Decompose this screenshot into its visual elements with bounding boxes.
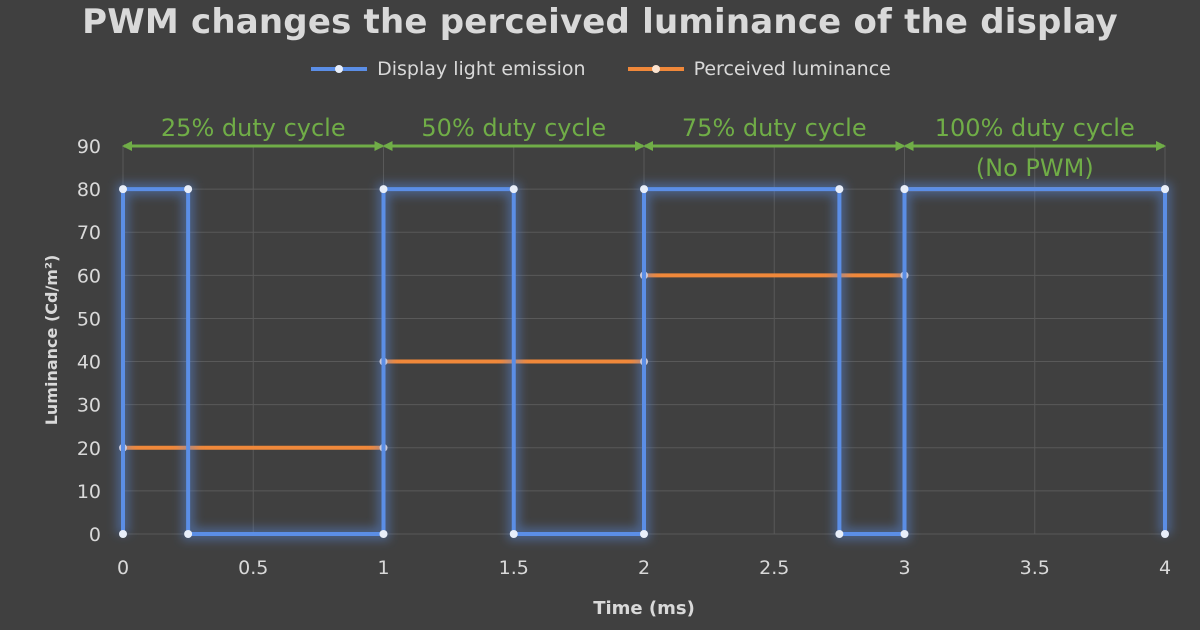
- y-tick-label: 70: [77, 222, 101, 244]
- y-tick-label: 20: [77, 438, 101, 460]
- series-emission-point: [509, 530, 518, 538]
- series-emission-point: [379, 530, 388, 538]
- duty-cycle-label: 75% duty cycle: [682, 114, 867, 142]
- duty-cycle-label: 100% duty cycle: [935, 114, 1135, 142]
- x-tick-label: 1: [377, 557, 389, 579]
- x-tick-label: 4: [1159, 557, 1171, 579]
- legend-swatch-perceived: [627, 65, 684, 73]
- y-tick-label: 40: [77, 352, 101, 374]
- y-tick-label: 30: [77, 395, 101, 417]
- x-tick-label: 2.5: [759, 557, 789, 579]
- y-tick-label: 10: [77, 481, 101, 503]
- legend-label-perceived: Perceived luminance: [693, 58, 891, 80]
- series-emission-point: [119, 185, 127, 194]
- x-axis-title: Time (ms): [593, 598, 695, 619]
- series-emission-point: [640, 530, 648, 538]
- x-tick-label: 1.5: [499, 557, 529, 579]
- series-emission-point: [509, 185, 518, 194]
- legend-label-emission: Display light emission: [377, 58, 586, 80]
- y-tick-label: 80: [77, 179, 101, 201]
- x-tick-label: 0: [117, 557, 129, 579]
- y-tick-label: 60: [77, 265, 101, 287]
- x-tick-label: 2: [638, 557, 650, 579]
- series-layer: [117, 178, 1171, 540]
- series-emission-point: [379, 185, 388, 194]
- duty-cycle-sublabel: (No PWM): [976, 154, 1094, 182]
- series-emission-line: [121, 187, 1167, 536]
- series-emission-point: [184, 530, 193, 538]
- legend-swatch-emission: [311, 65, 368, 73]
- annotations: 25% duty cycle 50% duty cycle 75% duty cyc…: [122, 114, 1166, 182]
- y-tick-label: 50: [77, 308, 101, 330]
- series-emission-point: [640, 185, 648, 194]
- series-emission-point: [835, 185, 844, 194]
- x-tick-label: 3: [898, 557, 910, 579]
- legend-entry-perceived: Perceived luminance: [626, 58, 891, 80]
- series-emission-point: [1161, 185, 1169, 194]
- series-emission-point: [184, 185, 193, 194]
- x-tick-label: 3.5: [1020, 557, 1050, 579]
- series-emission-point: [900, 185, 909, 194]
- series-emission-point: [900, 530, 909, 538]
- legend-entry-emission: Display light emission: [309, 58, 586, 80]
- axes: 0 10 20 30 40 50 60 70 80 90 0 0.5 1 1.5 2 2.5 3 3.5 4 Time…: [42, 136, 1171, 619]
- y-tick-label: 90: [77, 136, 101, 158]
- x-tick-label: 0.5: [238, 557, 268, 579]
- series-emission-point: [119, 530, 127, 538]
- chart-title: PWM changes the perceived luminance of t…: [82, 2, 1118, 42]
- duty-cycle-label: 25% duty cycle: [161, 114, 346, 142]
- duty-cycle-label: 50% duty cycle: [421, 114, 606, 142]
- legend: Display light emission Perceived luminan…: [0, 58, 1200, 80]
- series-emission-point: [835, 530, 844, 538]
- y-axis-title: Luminance (Cd/m²): [42, 255, 61, 426]
- y-tick-label: 0: [89, 524, 101, 546]
- series-emission-point: [1161, 530, 1169, 538]
